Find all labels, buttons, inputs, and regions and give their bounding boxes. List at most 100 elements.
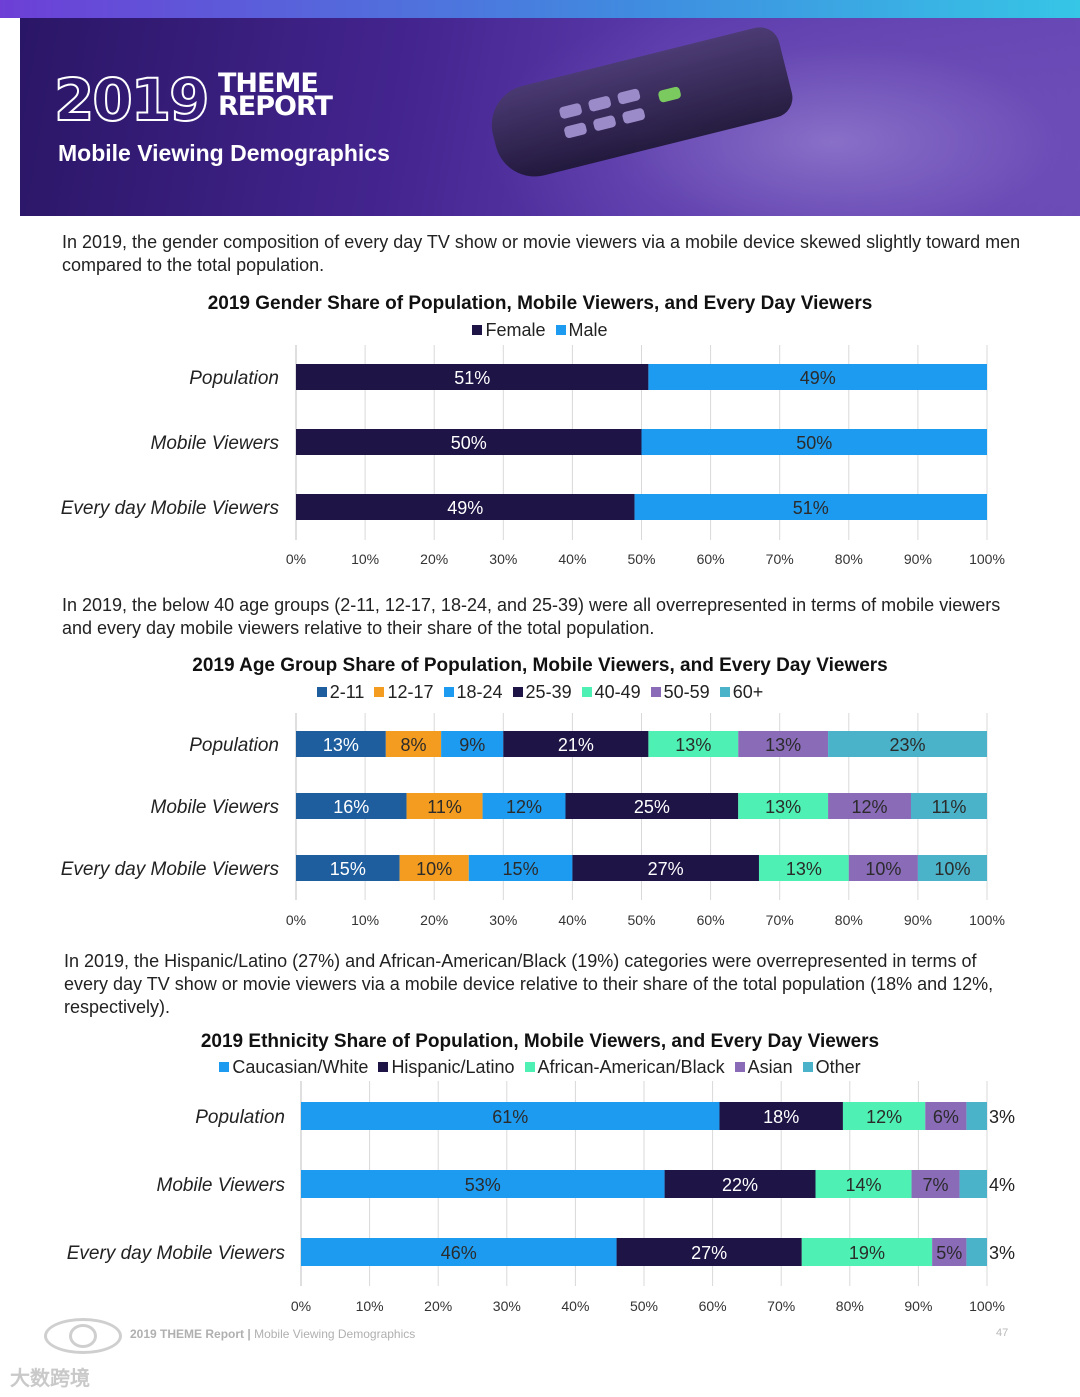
data-label: 13% bbox=[765, 797, 801, 817]
legend-item: African-American/Black bbox=[524, 1057, 725, 1077]
data-label: 12% bbox=[852, 797, 888, 817]
category-label: Mobile Viewers bbox=[151, 797, 280, 818]
intro-paragraph-age: In 2019, the below 40 age groups (2-11, … bbox=[62, 595, 1001, 638]
bar-segment bbox=[648, 731, 739, 757]
data-label: 49% bbox=[447, 498, 483, 518]
bar-segment bbox=[664, 1170, 816, 1198]
legend-item: 12-17 bbox=[374, 682, 434, 702]
bar-segment bbox=[932, 1238, 967, 1266]
data-label: 7% bbox=[923, 1175, 949, 1195]
legend-item: Female bbox=[472, 320, 546, 340]
report-word: REPORT bbox=[218, 91, 333, 122]
data-label: 11% bbox=[932, 797, 967, 817]
data-label: 50% bbox=[796, 433, 832, 453]
x-tick-label: 20% bbox=[420, 551, 448, 567]
legend-item: 40-49 bbox=[581, 682, 641, 702]
data-label: 21% bbox=[558, 735, 594, 755]
page-footer: 2019 THEME Report | Mobile Viewing Demog… bbox=[130, 1327, 415, 1341]
x-tick-label: 10% bbox=[351, 912, 379, 928]
category-label: Population bbox=[189, 368, 279, 389]
legend-label: Female bbox=[485, 320, 546, 340]
bar-segment bbox=[911, 1170, 960, 1198]
bar-segment bbox=[296, 731, 386, 757]
legend-label: 18-24 bbox=[456, 682, 503, 702]
legend-label: Male bbox=[568, 320, 608, 340]
data-label: 50% bbox=[451, 433, 487, 453]
legend-item: Hispanic/Latino bbox=[378, 1057, 515, 1077]
x-tick-label: 30% bbox=[489, 551, 517, 567]
bar-segment bbox=[406, 793, 483, 819]
legend-swatch bbox=[472, 325, 483, 335]
x-tick-label: 60% bbox=[697, 912, 725, 928]
legend-label: 50-59 bbox=[663, 682, 710, 702]
data-label: 22% bbox=[722, 1175, 758, 1195]
data-label: 16% bbox=[333, 797, 369, 817]
legend-label: African-American/Black bbox=[537, 1057, 725, 1077]
data-label: 61% bbox=[492, 1107, 528, 1127]
data-label: 6% bbox=[933, 1107, 959, 1127]
x-tick-label: 70% bbox=[766, 551, 794, 567]
legend-item: Male bbox=[555, 320, 608, 340]
data-label: 13% bbox=[786, 859, 822, 879]
x-tick-label: 0% bbox=[286, 551, 306, 567]
data-label: 4% bbox=[989, 1175, 1015, 1195]
data-label: 13% bbox=[675, 735, 711, 755]
chart-title-ethnicity: 2019 Ethnicity Share of Population, Mobi… bbox=[200, 1031, 880, 1052]
data-label: 27% bbox=[648, 859, 684, 879]
data-label: 18% bbox=[763, 1107, 799, 1127]
data-label: 10% bbox=[934, 859, 970, 879]
bar-segment bbox=[648, 364, 987, 390]
x-tick-label: 30% bbox=[493, 1298, 521, 1314]
intro-paragraph-gender: In 2019, the gender composition of every… bbox=[62, 232, 1021, 275]
legend-item: 2-11 bbox=[316, 682, 365, 702]
bar-segment bbox=[738, 793, 829, 819]
bar-segment bbox=[828, 793, 911, 819]
legend-label: 25-39 bbox=[525, 682, 572, 702]
legend-swatch bbox=[316, 687, 327, 697]
legend-swatch bbox=[219, 1062, 230, 1072]
category-label: Every day Mobile Viewers bbox=[61, 498, 280, 519]
legend-label: Hispanic/Latino bbox=[391, 1057, 515, 1077]
bar-segment bbox=[959, 1170, 987, 1198]
legend-label: 2-11 bbox=[329, 682, 365, 702]
x-tick-label: 40% bbox=[558, 912, 586, 928]
data-label: 51% bbox=[454, 368, 490, 388]
x-tick-label: 50% bbox=[627, 551, 655, 567]
data-label: 3% bbox=[989, 1243, 1015, 1263]
x-tick-label: 100% bbox=[969, 1298, 1005, 1314]
data-label: 13% bbox=[323, 735, 359, 755]
top-gradient-strip bbox=[0, 0, 1080, 18]
footer-report: 2019 THEME Report | bbox=[130, 1327, 251, 1341]
legend-swatch bbox=[719, 687, 730, 697]
x-tick-label: 60% bbox=[697, 551, 725, 567]
bar-segment bbox=[296, 855, 400, 881]
data-label: 3% bbox=[989, 1107, 1015, 1127]
legend-age: 2-11 12-17 18-24 25-39 40-49 50-59 60+ bbox=[0, 682, 1080, 703]
bar-segment bbox=[296, 429, 642, 455]
data-label: 19% bbox=[849, 1243, 885, 1263]
legend-swatch bbox=[443, 687, 454, 697]
data-label: 46% bbox=[441, 1243, 477, 1263]
page-number: 47 bbox=[996, 1327, 1009, 1339]
x-tick-label: 40% bbox=[558, 551, 586, 567]
data-label: 49% bbox=[800, 368, 836, 388]
data-label: 51% bbox=[793, 498, 829, 518]
data-label: 15% bbox=[330, 859, 366, 879]
page-subtitle: Mobile Viewing Demographics bbox=[58, 140, 390, 166]
data-label: 27% bbox=[691, 1243, 727, 1263]
data-label: 9% bbox=[459, 735, 485, 755]
bar-segment bbox=[301, 1102, 720, 1130]
x-tick-label: 0% bbox=[286, 912, 306, 928]
x-tick-label: 60% bbox=[699, 1298, 727, 1314]
legend-label: 40-49 bbox=[594, 682, 641, 702]
category-label: Mobile Viewers bbox=[157, 1175, 286, 1196]
bar-segment bbox=[296, 364, 649, 390]
data-label: 23% bbox=[890, 735, 926, 755]
bar-segment bbox=[815, 1170, 912, 1198]
x-tick-label: 90% bbox=[904, 1298, 932, 1314]
category-label: Every day Mobile Viewers bbox=[61, 859, 280, 880]
x-tick-label: 10% bbox=[351, 551, 379, 567]
mpaa-logo bbox=[44, 1318, 122, 1354]
bar-segment bbox=[910, 793, 987, 819]
